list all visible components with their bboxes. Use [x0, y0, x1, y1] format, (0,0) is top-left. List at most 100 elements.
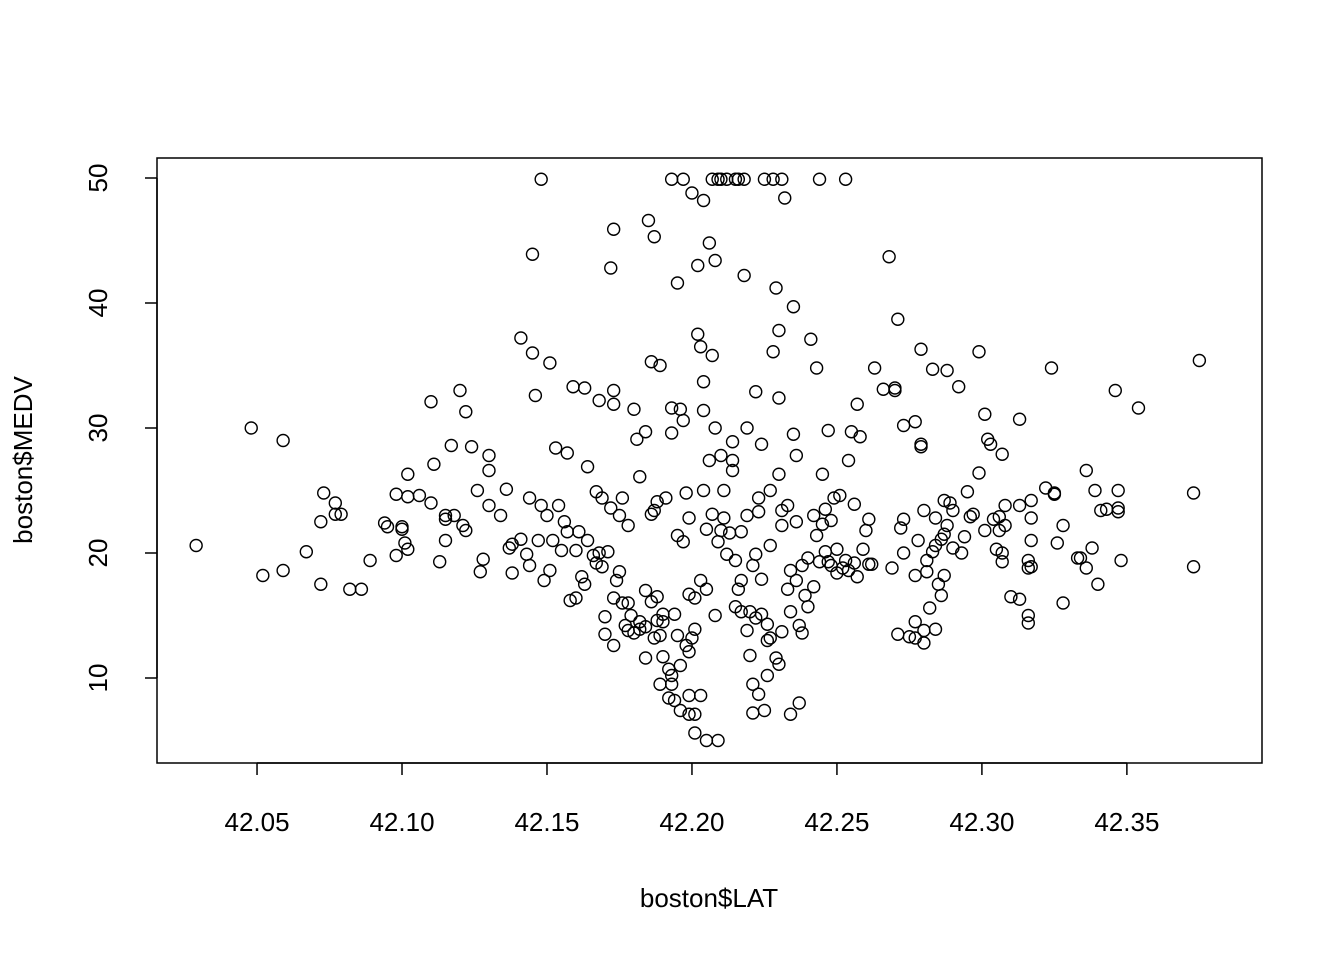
point [595, 491, 609, 505]
point [664, 401, 679, 415]
point [836, 561, 850, 575]
point [1044, 361, 1059, 375]
point [925, 545, 940, 559]
point [1024, 511, 1038, 525]
point [760, 617, 775, 631]
point [650, 590, 664, 604]
point [760, 668, 775, 683]
point [470, 483, 485, 498]
point [818, 502, 833, 516]
point [604, 501, 618, 515]
point [853, 430, 867, 444]
point [664, 426, 679, 440]
point [1192, 353, 1207, 368]
point [940, 518, 954, 533]
point [499, 482, 514, 496]
point [847, 497, 862, 511]
point [928, 511, 943, 525]
point [276, 433, 290, 448]
point [606, 383, 621, 398]
point [598, 610, 612, 624]
point [920, 553, 934, 568]
point [682, 645, 696, 659]
point [714, 172, 728, 186]
point [650, 495, 664, 509]
point [789, 448, 804, 463]
point [815, 467, 830, 481]
point [673, 658, 688, 673]
point [699, 582, 714, 596]
point [514, 532, 528, 546]
point [476, 552, 490, 566]
point [711, 733, 725, 748]
point [630, 432, 644, 446]
point [1050, 536, 1064, 550]
point [983, 437, 998, 451]
point [569, 543, 583, 558]
y-tick-label: 20 [83, 539, 113, 568]
point [917, 503, 931, 518]
point [621, 596, 635, 610]
point [664, 677, 679, 691]
point [328, 496, 343, 510]
point [717, 483, 731, 498]
point [914, 437, 928, 451]
point [914, 342, 928, 356]
point [917, 623, 931, 638]
point [891, 627, 905, 641]
point [722, 526, 737, 540]
point [801, 600, 815, 614]
point [1085, 541, 1099, 555]
point [1021, 608, 1036, 623]
point [1024, 493, 1038, 508]
point [604, 261, 618, 275]
y-axis-label: boston$MEDV [8, 376, 38, 544]
point [424, 395, 438, 409]
point [786, 300, 801, 314]
point [691, 258, 705, 273]
point [696, 375, 711, 389]
point [946, 503, 960, 518]
point [438, 508, 453, 523]
point [609, 573, 624, 588]
point [763, 483, 777, 498]
point [807, 508, 821, 523]
point [662, 662, 676, 676]
point [693, 340, 708, 354]
point [937, 527, 951, 541]
point [995, 555, 1009, 569]
point [749, 547, 763, 561]
point [725, 453, 740, 468]
point [757, 703, 772, 718]
point [514, 331, 528, 345]
point [783, 563, 798, 578]
y-tick-label: 10 [83, 664, 113, 693]
point [859, 523, 873, 538]
point [714, 448, 728, 463]
point [778, 191, 792, 205]
point [696, 193, 711, 208]
point [1186, 560, 1201, 574]
point [482, 448, 496, 463]
point [789, 573, 804, 588]
point [1073, 551, 1088, 565]
point [740, 508, 754, 523]
point [1111, 505, 1125, 519]
point [795, 626, 809, 640]
point [792, 696, 806, 710]
point [363, 553, 377, 568]
point [1091, 577, 1105, 591]
point [856, 542, 870, 556]
point [389, 548, 403, 563]
point [438, 512, 453, 526]
point [865, 557, 879, 571]
point [792, 618, 806, 633]
x-tick-label: 42.20 [659, 807, 724, 837]
point [844, 425, 859, 439]
point [447, 508, 461, 523]
point [888, 383, 902, 398]
point [424, 496, 438, 510]
point [522, 558, 537, 573]
point [780, 498, 795, 513]
